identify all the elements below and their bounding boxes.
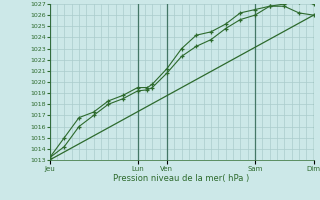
X-axis label: Pression niveau de la mer( hPa ): Pression niveau de la mer( hPa ) [114,174,250,183]
